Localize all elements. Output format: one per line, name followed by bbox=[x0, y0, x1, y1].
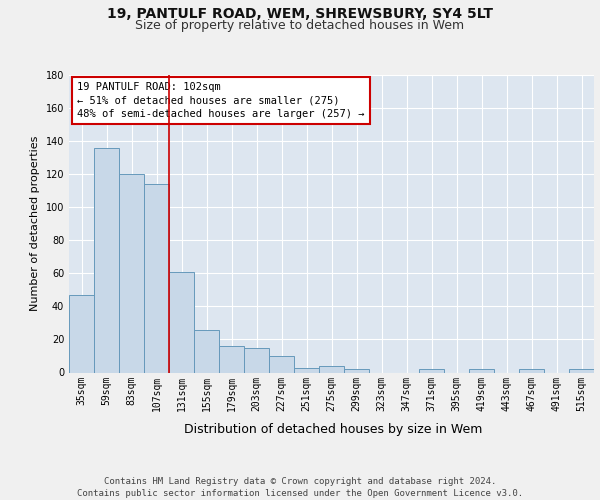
Bar bbox=[94, 148, 119, 372]
Bar bbox=[469, 369, 494, 372]
Bar bbox=[519, 369, 544, 372]
Bar bbox=[419, 369, 444, 372]
Bar bbox=[319, 366, 344, 372]
Bar bbox=[344, 369, 369, 372]
Bar bbox=[294, 368, 319, 372]
Bar bbox=[169, 272, 194, 372]
Text: Contains HM Land Registry data © Crown copyright and database right 2024.
Contai: Contains HM Land Registry data © Crown c… bbox=[77, 476, 523, 498]
Bar bbox=[569, 369, 594, 372]
Bar bbox=[119, 174, 144, 372]
Bar bbox=[69, 295, 94, 372]
Bar bbox=[219, 346, 244, 372]
Text: Distribution of detached houses by size in Wem: Distribution of detached houses by size … bbox=[184, 422, 482, 436]
Bar bbox=[244, 348, 269, 372]
Y-axis label: Number of detached properties: Number of detached properties bbox=[30, 136, 40, 312]
Bar bbox=[269, 356, 294, 372]
Text: 19, PANTULF ROAD, WEM, SHREWSBURY, SY4 5LT: 19, PANTULF ROAD, WEM, SHREWSBURY, SY4 5… bbox=[107, 8, 493, 22]
Text: Size of property relative to detached houses in Wem: Size of property relative to detached ho… bbox=[136, 19, 464, 32]
Bar bbox=[194, 330, 219, 372]
Text: 19 PANTULF ROAD: 102sqm
← 51% of detached houses are smaller (275)
48% of semi-d: 19 PANTULF ROAD: 102sqm ← 51% of detache… bbox=[77, 82, 364, 119]
Bar bbox=[144, 184, 169, 372]
